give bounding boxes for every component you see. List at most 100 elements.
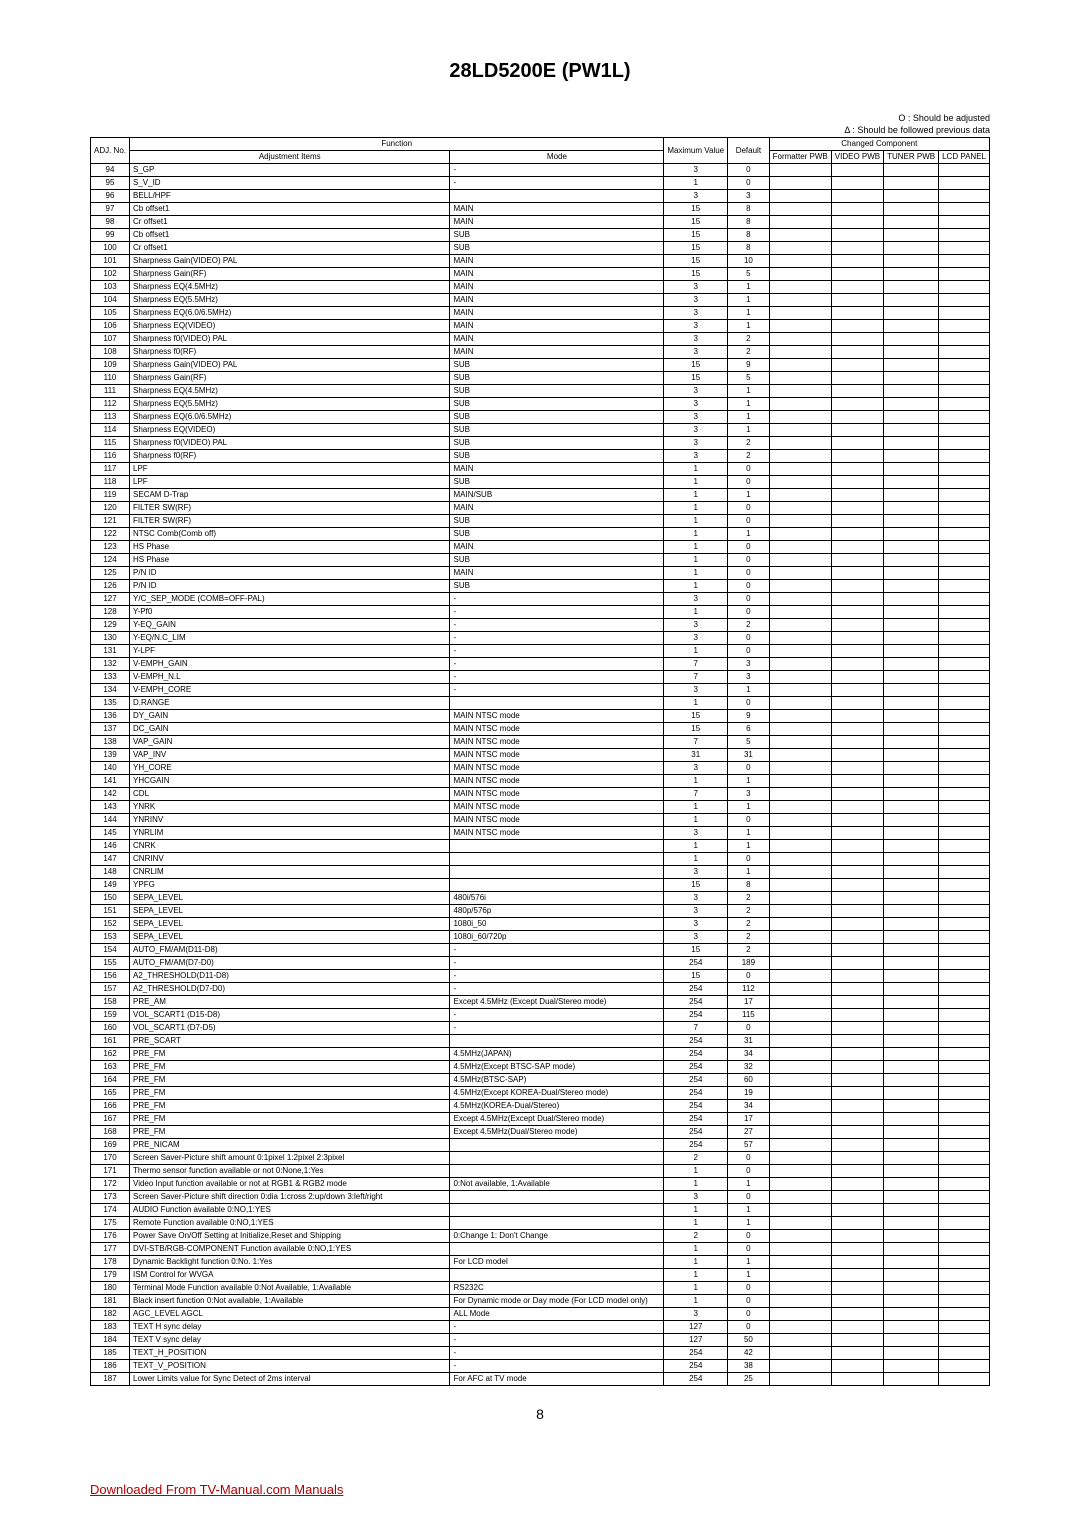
cell-item: Sharpness Gain(VIDEO) PAL: [130, 359, 450, 372]
cell-lcd: [939, 580, 990, 593]
cell-no: 143: [91, 801, 130, 814]
table-row: 135D.RANGE10: [91, 697, 990, 710]
adjustment-table: ADJ. No. Function Maximum Value Default …: [90, 137, 990, 1386]
cell-formatter: [769, 359, 831, 372]
cell-default: 0: [728, 567, 770, 580]
cell-max: 3: [664, 892, 728, 905]
table-row: 176Power Save On/Off Setting at Initiali…: [91, 1230, 990, 1243]
cell-no: 181: [91, 1295, 130, 1308]
cell-default: 1: [728, 775, 770, 788]
cell-formatter: [769, 411, 831, 424]
cell-formatter: [769, 827, 831, 840]
cell-lcd: [939, 645, 990, 658]
cell-formatter: [769, 905, 831, 918]
cell-tuner: [884, 554, 939, 567]
cell-tuner: [884, 801, 939, 814]
cell-mode: SUB: [450, 242, 664, 255]
cell-formatter: [769, 398, 831, 411]
cell-video: [831, 411, 883, 424]
cell-item: VAP_GAIN: [130, 736, 450, 749]
cell-max: 1: [664, 645, 728, 658]
cell-max: 1: [664, 177, 728, 190]
cell-mode: MAIN NTSC mode: [450, 788, 664, 801]
cell-lcd: [939, 1152, 990, 1165]
cell-max: 3: [664, 190, 728, 203]
cell-lcd: [939, 970, 990, 983]
cell-tuner: [884, 1152, 939, 1165]
cell-item: AUDIO Function available 0:NO,1:YES: [130, 1204, 450, 1217]
table-row: 173Screen Saver-Picture shift direction …: [91, 1191, 990, 1204]
cell-mode: -: [450, 684, 664, 697]
table-row: 154AUTO_FM/AM(D11-D8)-152: [91, 944, 990, 957]
cell-max: 1: [664, 476, 728, 489]
table-row: 111Sharpness EQ(4.5MHz)SUB31: [91, 385, 990, 398]
table-row: 162PRE_FM4.5MHz(JAPAN)25434: [91, 1048, 990, 1061]
cell-video: [831, 918, 883, 931]
cell-no: 140: [91, 762, 130, 775]
cell-no: 177: [91, 1243, 130, 1256]
cell-default: 0: [728, 1308, 770, 1321]
cell-mode: -: [450, 632, 664, 645]
cell-item: Y-EQ_GAIN: [130, 619, 450, 632]
cell-lcd: [939, 463, 990, 476]
cell-formatter: [769, 1191, 831, 1204]
cell-no: 121: [91, 515, 130, 528]
cell-lcd: [939, 1360, 990, 1373]
table-row: 177DVI-STB/RGB-COMPONENT Function availa…: [91, 1243, 990, 1256]
cell-no: 158: [91, 996, 130, 1009]
cell-max: 2: [664, 1230, 728, 1243]
cell-lcd: [939, 1035, 990, 1048]
cell-default: 2: [728, 944, 770, 957]
table-row: 136DY_GAINMAIN NTSC mode159: [91, 710, 990, 723]
cell-max: 7: [664, 788, 728, 801]
cell-max: 3: [664, 866, 728, 879]
table-row: 145YNRLIMMAIN NTSC mode31: [91, 827, 990, 840]
table-row: 127Y/C_SEP_MODE (COMB=OFF-PAL)-30: [91, 593, 990, 606]
cell-lcd: [939, 827, 990, 840]
cell-max: 3: [664, 684, 728, 697]
cell-no: 126: [91, 580, 130, 593]
cell-item: S_V_ID: [130, 177, 450, 190]
cell-max: 15: [664, 944, 728, 957]
cell-default: 0: [728, 1321, 770, 1334]
cell-item: AGC_LEVEL AGCL: [130, 1308, 450, 1321]
cell-max: 1: [664, 1165, 728, 1178]
cell-no: 149: [91, 879, 130, 892]
table-row: 182AGC_LEVEL AGCLALL Mode30: [91, 1308, 990, 1321]
cell-item: V-EMPH_N.L: [130, 671, 450, 684]
cell-max: 15: [664, 216, 728, 229]
cell-video: [831, 827, 883, 840]
col-video: VIDEO PWB: [831, 151, 883, 164]
cell-video: [831, 567, 883, 580]
cell-item: Cr offset1: [130, 242, 450, 255]
cell-formatter: [769, 840, 831, 853]
table-row: 174AUDIO Function available 0:NO,1:YES11: [91, 1204, 990, 1217]
table-row: 118LPFSUB10: [91, 476, 990, 489]
cell-video: [831, 996, 883, 1009]
cell-no: 159: [91, 1009, 130, 1022]
cell-item: AUTO_FM/AM(D11-D8): [130, 944, 450, 957]
cell-lcd: [939, 879, 990, 892]
cell-lcd: [939, 658, 990, 671]
cell-default: 0: [728, 463, 770, 476]
cell-video: [831, 424, 883, 437]
cell-item: PRE_NICAM: [130, 1139, 450, 1152]
cell-no: 174: [91, 1204, 130, 1217]
cell-tuner: [884, 918, 939, 931]
cell-item: Cb offset1: [130, 229, 450, 242]
cell-lcd: [939, 164, 990, 177]
cell-item: VOL_SCART1 (D7-D5): [130, 1022, 450, 1035]
cell-item: S_GP: [130, 164, 450, 177]
cell-item: CNRK: [130, 840, 450, 853]
cell-mode: Except 4.5MHz(Dual/Stereo mode): [450, 1126, 664, 1139]
cell-default: 1: [728, 489, 770, 502]
cell-max: 7: [664, 1022, 728, 1035]
cell-no: 94: [91, 164, 130, 177]
cell-video: [831, 619, 883, 632]
cell-mode: 1080i_50: [450, 918, 664, 931]
cell-max: 3: [664, 294, 728, 307]
cell-video: [831, 385, 883, 398]
footer-link[interactable]: Downloaded From TV-Manual.com Manuals: [90, 1482, 990, 1497]
cell-formatter: [769, 515, 831, 528]
table-row: 131Y-LPF-10: [91, 645, 990, 658]
